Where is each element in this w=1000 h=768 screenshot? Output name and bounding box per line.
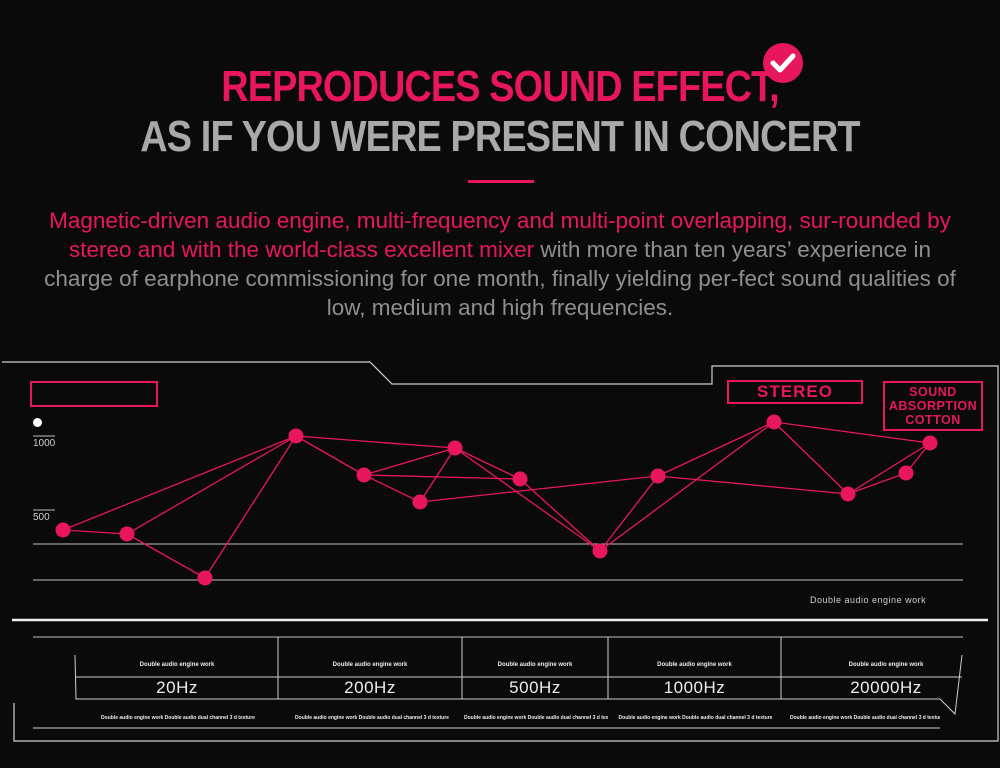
graph-points [55,414,938,586]
description-rest: with more than ten years’ experience in … [44,237,956,320]
graph-point-8 [592,543,608,559]
graph-edge-16 [363,474,521,480]
headline-line-2: AS IF YOU WERE PRESENT IN CONCERT [140,112,860,161]
headline-line-1: REPRODUCES SOUND EFFECT, [221,62,779,111]
table-caption-2: Double audio engine work [332,662,408,668]
graph-edge-17 [419,475,659,503]
legend-dot-icon [33,418,42,427]
graph-point-12 [898,465,914,481]
sound-absorption-tag: SOUND ABSORPTION COTTON [883,381,983,431]
table-foot-3: Double audio engine work Double audio du… [464,715,608,721]
freq-20hz: 20Hz [156,678,198,697]
table-caption-3: Double audio engine work [497,662,573,668]
graph-point-3 [288,428,304,444]
table-foot-4: Double audio engine work Double audio du… [618,715,773,721]
freq-1000hz: 1000Hz [663,678,726,697]
table-caption-5: Double audio engine work [848,662,924,668]
graph-edge-10 [773,421,849,495]
stereo-tag: STEREO [727,380,863,404]
graph-edge-7 [519,478,601,552]
graph-edge-21 [363,447,456,476]
graph-edge-19 [773,421,931,444]
graph-edge-13 [62,435,297,531]
graph-point-4 [356,467,372,483]
graph-point-7 [512,471,528,487]
chart-caption: Double audio engine work [810,595,927,605]
graph-edge-6 [454,447,521,480]
table-foot-2: Double audio engine work Double audio du… [295,715,449,721]
graph-edge-23 [126,435,297,535]
table-caption-4: Double audio engine work [657,662,732,668]
y-tick-1000: 1000 [33,438,56,449]
freq-500hz: 500Hz [509,678,561,697]
graph-edge-14 [295,435,456,449]
graph-point-10 [766,414,782,430]
table-frame [74,654,963,716]
graph-point-2 [197,570,213,586]
table-caption-1: Double audio engine work [139,662,215,668]
graph-edge-9 [657,421,775,477]
table-foot-5: Double audio engine work Double audio du… [790,715,940,721]
graph-edge-1 [126,533,206,579]
graph-point-1 [119,526,135,542]
graph-edge-18 [657,475,849,495]
graph-edge-5 [419,447,456,503]
y-tick-500: 500 [33,512,50,523]
freq-200hz: 200Hz [344,678,396,697]
graph-edge-22 [599,421,775,552]
title-divider [468,180,534,183]
freq-20000hz: 20000Hz [850,678,922,697]
graph-point-9 [650,468,666,484]
panel-frame [2,361,999,742]
graph-edge-11 [847,472,907,495]
graph-edges [62,421,931,579]
graph-point-5 [412,494,428,510]
table-foot-1: Double audio engine work Double audio du… [101,715,255,721]
empty-tag [30,381,158,407]
graph-edge-8 [599,475,659,552]
graph-point-0 [55,522,71,538]
graph-point-6 [447,440,463,456]
checkmark-circle-icon [763,43,803,83]
graph-edge-0 [62,529,128,535]
graph-edge-3 [295,435,365,476]
graph-point-11 [840,486,856,502]
description-highlight: Magnetic-driven audio engine, multi-freq… [49,208,951,262]
graph-edge-20 [847,442,931,495]
graph-edge-15 [454,447,601,552]
graph-point-13 [922,435,938,451]
graph-edge-2 [204,435,297,579]
graph-edge-4 [363,474,421,503]
description-paragraph: Magnetic-driven audio engine, multi-freq… [40,206,960,322]
